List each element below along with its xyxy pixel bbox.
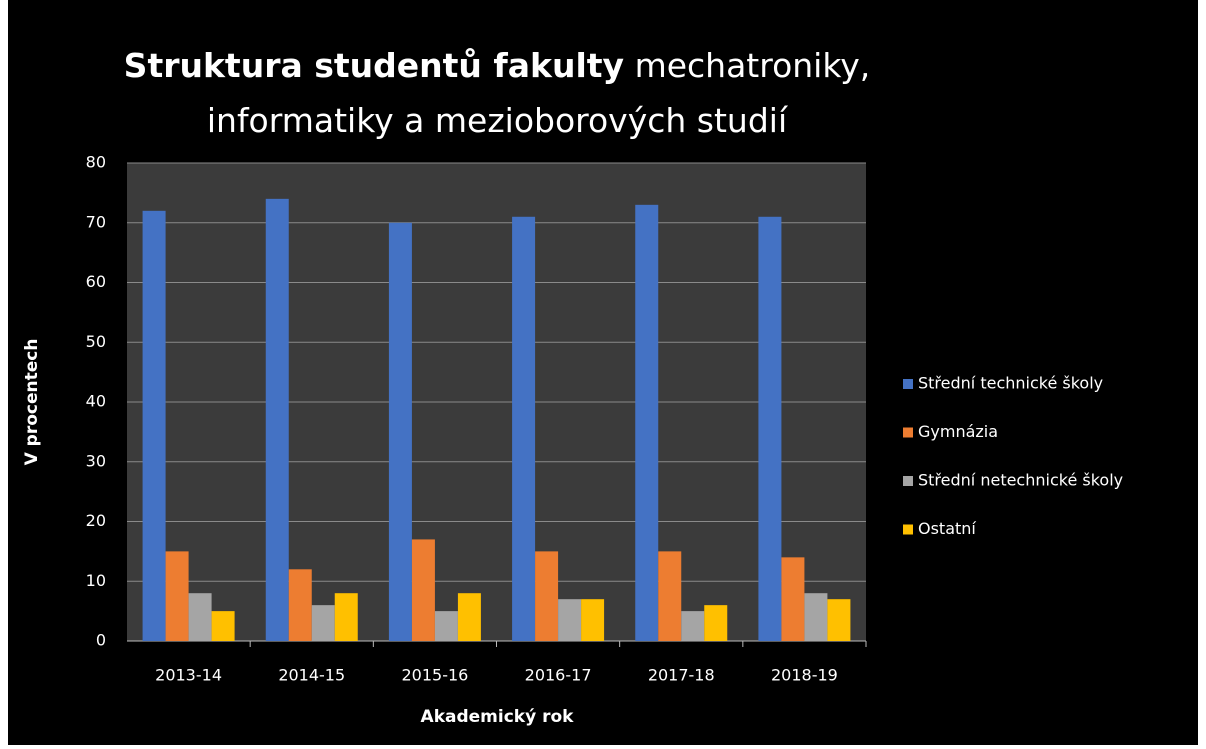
bar: [681, 611, 705, 641]
y-tick-label: 80: [86, 153, 106, 172]
x-tick-label: 2017-18: [648, 666, 715, 685]
x-tick-label: 2016-17: [525, 666, 592, 685]
legend-label: Gymnázia: [918, 422, 998, 441]
title-part: informatiky a mezioborových studií: [207, 101, 789, 140]
y-tick-label: 40: [86, 392, 106, 411]
y-tick-label: 60: [86, 272, 106, 291]
bar: [288, 569, 312, 641]
bar: [558, 599, 582, 641]
bar: [581, 599, 605, 641]
bar: [388, 222, 412, 641]
x-axis-label: Akademický rok: [421, 707, 575, 727]
bar: [265, 198, 289, 641]
y-tick-label: 70: [86, 212, 106, 231]
bar: [411, 539, 435, 641]
bar: [804, 593, 828, 641]
x-tick-label: 2015-16: [401, 666, 468, 685]
title-part: mechatroniky,: [635, 46, 871, 85]
legend-label: Střední technické školy: [918, 374, 1103, 393]
bar: [211, 611, 235, 641]
bar: [334, 593, 358, 641]
bar: [457, 593, 481, 641]
chart-title: Struktura studentů fakulty mechatroniky,: [124, 46, 871, 85]
y-tick-label: 0: [96, 631, 106, 650]
legend-swatch: [903, 427, 913, 438]
legend-swatch: [903, 524, 913, 535]
bar: [704, 605, 728, 641]
x-tick-label: 2013-14: [155, 666, 222, 685]
bar: [535, 551, 559, 641]
bar: [758, 216, 782, 641]
y-axis-label: V procentech: [22, 339, 42, 466]
bar: [165, 551, 189, 641]
legend-label: Střední netechnické školy: [918, 471, 1123, 490]
chart-title: informatiky a mezioborových studií: [207, 101, 789, 140]
bar: [827, 599, 851, 641]
y-tick-label: 10: [86, 571, 106, 590]
y-tick-label: 50: [86, 332, 106, 351]
y-tick-label: 30: [86, 451, 106, 470]
bar: [434, 611, 458, 641]
legend-swatch: [903, 379, 913, 389]
bar: [311, 605, 335, 641]
legend-label: Ostatní: [918, 519, 976, 538]
bar: [658, 551, 682, 641]
bar: [635, 204, 659, 641]
legend-swatch: [903, 476, 913, 486]
bar: [188, 593, 212, 641]
x-tick-label: 2018-19: [771, 666, 838, 685]
bar: [781, 557, 805, 641]
bar: [512, 216, 536, 641]
x-tick-label: 2014-15: [278, 666, 345, 685]
title-part: Struktura studentů fakulty: [124, 46, 624, 85]
y-tick-label: 20: [86, 511, 106, 530]
bar: [142, 210, 166, 642]
